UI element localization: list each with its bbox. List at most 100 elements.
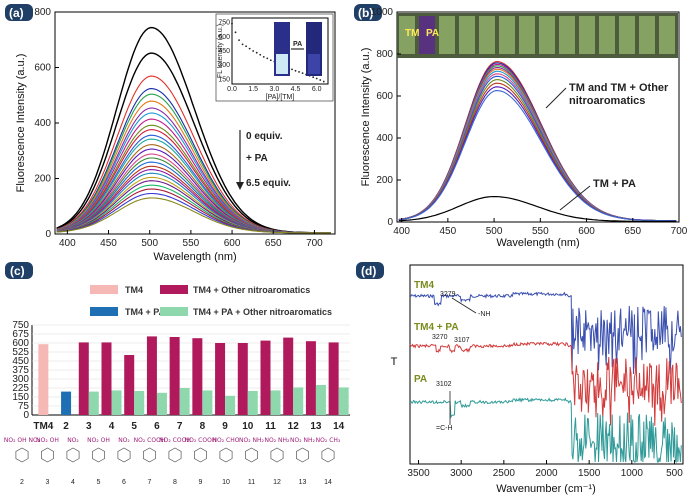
inset-point [248,47,251,50]
x-tick-label: 450 [100,238,117,249]
bar-12-2 [283,337,294,415]
panel-d-badge [356,262,384,279]
substituent-label: NO₂ COOH [185,437,217,444]
y-tick-label: 150 [12,392,29,403]
inset-point [298,71,300,73]
inset-xlabel: [PA]/[TM] [266,94,295,101]
group-curve-12 [398,90,677,222]
inset-point [255,51,258,54]
annotation-tm-and-others-2: nitroaromatics [569,95,645,107]
structure-number: 4 [71,479,75,486]
inset-x-tick: 4.5 [291,86,301,93]
structure-number: 12 [273,479,281,486]
ir-label-pa: PA [414,374,427,385]
bar-5-2 [124,355,135,415]
structure-number: 10 [222,479,230,486]
x-tick-label: 700 [306,238,323,249]
x-tick-label: 600 [578,226,595,237]
y-tick-label: 600 [12,338,29,349]
panel-a-xlabel: Wavelength (nm) [153,251,236,263]
panel-b-label: (b) [358,6,373,20]
panel-c-label: (c) [10,264,25,278]
annotation-tm-and-others-1: TM and TM + Other [569,82,669,94]
x-tick-label: 3500 [407,468,430,479]
panel-c-x-ticks: TM4 2 3 4 5 6 7 8 9 10 11 12 13 14 [33,421,344,432]
benzene-ring [194,447,207,463]
vial [559,16,575,54]
x-tick-label: 2000 [535,468,558,479]
bar-8-3 [202,390,213,415]
bar-13-3 [315,385,326,415]
substituent-label: NO₂ OH [87,437,110,444]
benzene-ring [270,447,284,463]
y-tick-label: 200 [376,175,393,186]
benzene-ring [143,447,156,463]
y-tick-label: 800 [34,7,51,18]
x-tick-label: 4 [109,421,115,432]
x-tick-label: 3000 [450,468,473,479]
inset-point [266,57,269,60]
vial [539,16,555,54]
panel-b-badge [354,4,382,21]
annotation-6-5-equiv: 6.5 equiv. [246,178,291,189]
x-tick-label: 500 [666,468,683,479]
x-tick-label: TM4 [33,421,53,432]
y-tick-label: 225 [12,383,29,394]
inset-y-tick: 750 [218,20,230,27]
y-tick-label: 800 [376,49,393,60]
x-tick-label: 5 [131,421,137,432]
bar-11-3 [270,390,281,415]
ir-spectrum-1 [409,341,682,426]
inset-vial-pa-liquid [308,54,320,74]
ir-spectrum-2 [409,397,682,464]
vial-label-pa: PA [426,28,439,39]
x-tick-label: 6 [154,421,160,432]
inset-vial-tm-glow [276,54,288,74]
substituent-label: NO₂ COOH [134,437,166,444]
inset-point [301,72,304,75]
substituent-label: NO₂ NH₂ [239,437,265,444]
arrow-to-pa [559,185,591,211]
x-tick-label: 3 [86,421,92,432]
substituent-label: NO₂ NH₂ [290,437,316,444]
panel-b-curves [398,61,677,222]
inset-x-tick: 1.5 [248,86,258,93]
structure-number: 9 [199,479,203,486]
benzene-ring [117,447,131,463]
annotation-plus-pa: + PA [246,153,268,164]
x-tick-label: 13 [310,421,322,432]
vial [439,16,455,54]
panel-d-ylabel: T [391,356,398,368]
vial [579,16,595,54]
benzene-ring [296,447,309,463]
y-tick-label: 400 [376,133,393,144]
arrow-to-group [545,87,567,109]
x-tick-label: 500 [141,238,158,249]
inset-y-ticks: 150 300 450 600 750 [218,20,230,84]
y-tick-label: 375 [12,365,29,376]
bar-TM4-0 [38,344,49,415]
bar-4-2 [101,342,112,415]
y-tick-label: 300 [12,374,29,385]
x-tick-label: 650 [624,226,641,237]
x-tick-label: 400 [59,238,76,249]
vial-label-tm: TM [405,28,419,39]
panel-c-structures: NO₂ OH NO₂ 2 NO₂ OH 3 NO₂ 4 NO₂ OH 5 NO₂ 6 NO₂ COO… [4,437,341,486]
bar-10-2 [237,343,248,415]
structure-number: 13 [299,479,307,486]
inset-point [231,22,233,25]
x-tick-label: 9 [222,421,228,432]
inset-y-tick: 600 [218,34,230,41]
inset-point [234,31,237,34]
substituent-label: NO₂ NH₂ [265,437,291,444]
legend-swatch-pa-other [160,307,188,316]
y-tick-label: 600 [34,63,51,74]
vial [639,16,655,54]
inset-point [262,55,265,58]
vial [659,16,675,54]
x-tick-label: 700 [671,226,688,237]
inset-x-tick: 3.0 [269,86,279,93]
legend-swatch-tm4-pa [90,307,118,316]
panel-a-inset: 0.0 1.5 3.0 4.5 6.0 150 300 450 600 750 [PA]/[TM… [215,13,334,102]
